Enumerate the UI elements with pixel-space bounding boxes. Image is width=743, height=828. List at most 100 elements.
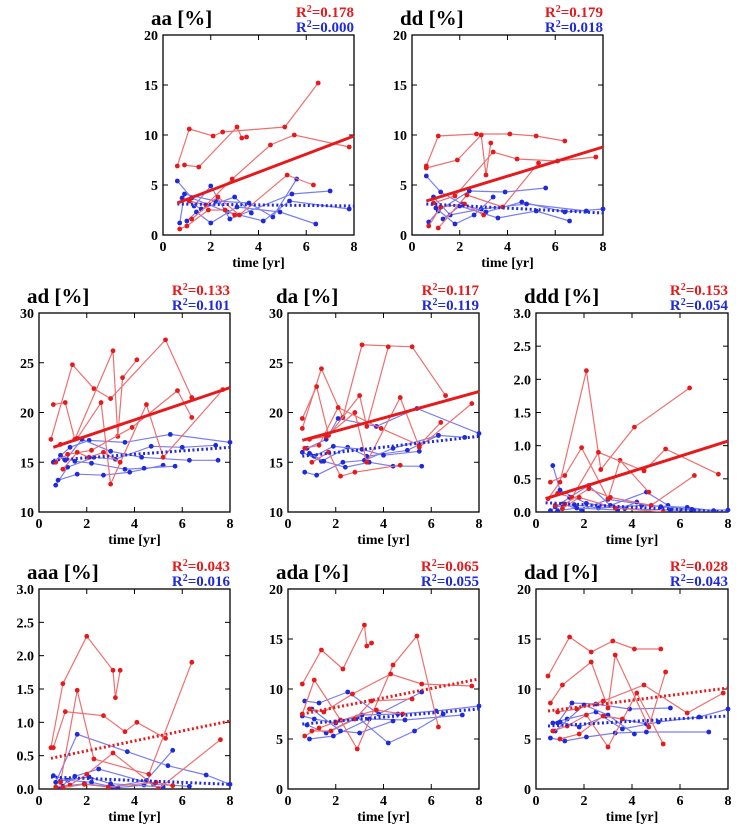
red-series-line-1 xyxy=(547,370,690,500)
red-series-point xyxy=(438,420,444,425)
red-series-line-3 xyxy=(557,448,719,499)
y-tick-label: 20 xyxy=(393,29,407,44)
blue-series-point xyxy=(412,728,417,734)
red-series-point xyxy=(311,182,316,188)
red-series-point xyxy=(385,344,391,350)
red-series-point xyxy=(414,633,420,639)
blue-series-point xyxy=(307,736,312,742)
blue-series-point xyxy=(402,717,408,723)
red-series-point xyxy=(464,192,470,198)
red-series-point xyxy=(316,725,322,731)
blue-series-point xyxy=(58,452,63,458)
red-series-point xyxy=(620,716,625,722)
panel-title: da [%] xyxy=(276,284,338,308)
blue-series-point xyxy=(423,173,429,179)
blue-series-point xyxy=(148,443,154,449)
x-tick-label: 6 xyxy=(303,240,310,255)
blue-series-point xyxy=(342,464,348,470)
blue-series-line-2 xyxy=(550,731,709,742)
y-tick-label: 15 xyxy=(20,456,34,471)
red-series-line-5 xyxy=(559,715,623,740)
red-series-point xyxy=(284,172,290,178)
red-series-point xyxy=(62,400,68,405)
red-series-point xyxy=(720,690,726,696)
red-series-point xyxy=(548,700,553,706)
red-trend-line xyxy=(176,134,355,205)
blue-series-point xyxy=(89,460,94,466)
red-series-point xyxy=(309,728,315,734)
red-series-point xyxy=(388,671,394,677)
red-series-point xyxy=(268,142,273,148)
y-tick-label: 10 xyxy=(20,506,34,521)
x-tick-label: 6 xyxy=(677,517,684,532)
red-series-point xyxy=(409,696,415,702)
red-series-point xyxy=(319,647,324,653)
x-axis-label: time [yr] xyxy=(606,810,658,825)
red-series-point xyxy=(239,135,245,141)
red-series-line-1 xyxy=(50,635,121,748)
blue-series-point xyxy=(438,189,444,195)
red-series-point xyxy=(184,223,190,229)
red-series-point xyxy=(390,662,396,668)
blue-series-line-2 xyxy=(306,713,444,744)
red-series-point xyxy=(196,164,202,170)
red-series-point xyxy=(302,733,308,739)
data-layer xyxy=(48,633,233,789)
red-series-point xyxy=(692,473,697,478)
blue-series-point xyxy=(404,447,410,453)
blue-series-point xyxy=(177,220,183,226)
red-series-point xyxy=(222,207,228,213)
red-series-point xyxy=(314,384,320,390)
blue-series-point xyxy=(385,740,391,746)
x-tick-label: 2 xyxy=(207,240,214,255)
x-axis-label: time [yr] xyxy=(108,810,160,825)
red-series-point xyxy=(660,741,666,747)
blue-series-point xyxy=(725,706,731,712)
y-tick-label: 1.0 xyxy=(514,440,532,455)
y-tick-label: 0 xyxy=(276,783,283,798)
r2-blue-label: R2=0.043 xyxy=(670,573,728,591)
y-tick-label: 0 xyxy=(151,229,158,244)
red-series-point xyxy=(346,144,352,150)
red-series-line-1 xyxy=(176,82,319,167)
blue-series-point xyxy=(227,216,233,222)
blue-series-line-5 xyxy=(435,196,494,225)
blue-series-point xyxy=(287,198,292,204)
red-series-point xyxy=(129,425,135,430)
y-tick-label: 0 xyxy=(400,229,407,244)
blue-series-point xyxy=(122,466,128,472)
red-series-point xyxy=(170,783,176,789)
blue-series-point xyxy=(381,452,386,458)
y-tick-label: 20 xyxy=(269,407,283,422)
y-tick-label: 1.0 xyxy=(17,716,35,731)
red-series-line-1 xyxy=(301,344,447,429)
red-series-point xyxy=(481,212,487,218)
y-tick-label: 5 xyxy=(524,733,531,748)
red-series-point xyxy=(354,746,360,752)
blue-series-point xyxy=(96,766,102,772)
x-tick-label: 2 xyxy=(456,240,463,255)
r2-red-label: R2=0.043 xyxy=(172,558,230,576)
y-tick-label: 10 xyxy=(144,129,158,144)
blue-series-point xyxy=(316,700,322,706)
blue-series-point xyxy=(323,730,329,736)
blue-series-point xyxy=(502,189,508,195)
panel-title: aa [%] xyxy=(151,6,212,30)
red-series-point xyxy=(409,344,415,350)
red-trend-line xyxy=(52,386,231,449)
red-series-point xyxy=(205,207,211,213)
blue-series-point xyxy=(194,209,199,215)
panel-title: ad [%] xyxy=(27,284,89,308)
red-series-point xyxy=(397,462,403,468)
y-tick-label: 5 xyxy=(151,179,158,194)
x-tick-label: 6 xyxy=(179,794,186,809)
red-series-point xyxy=(189,216,195,222)
red-series-point xyxy=(163,735,168,741)
red-series-point xyxy=(533,133,539,139)
x-tick-label: 2 xyxy=(332,517,339,532)
blue-series-point xyxy=(330,733,336,739)
red-series-point xyxy=(352,469,358,475)
red-series-point xyxy=(328,728,334,734)
blue-series-point xyxy=(89,779,94,785)
red-series-point xyxy=(658,646,664,652)
